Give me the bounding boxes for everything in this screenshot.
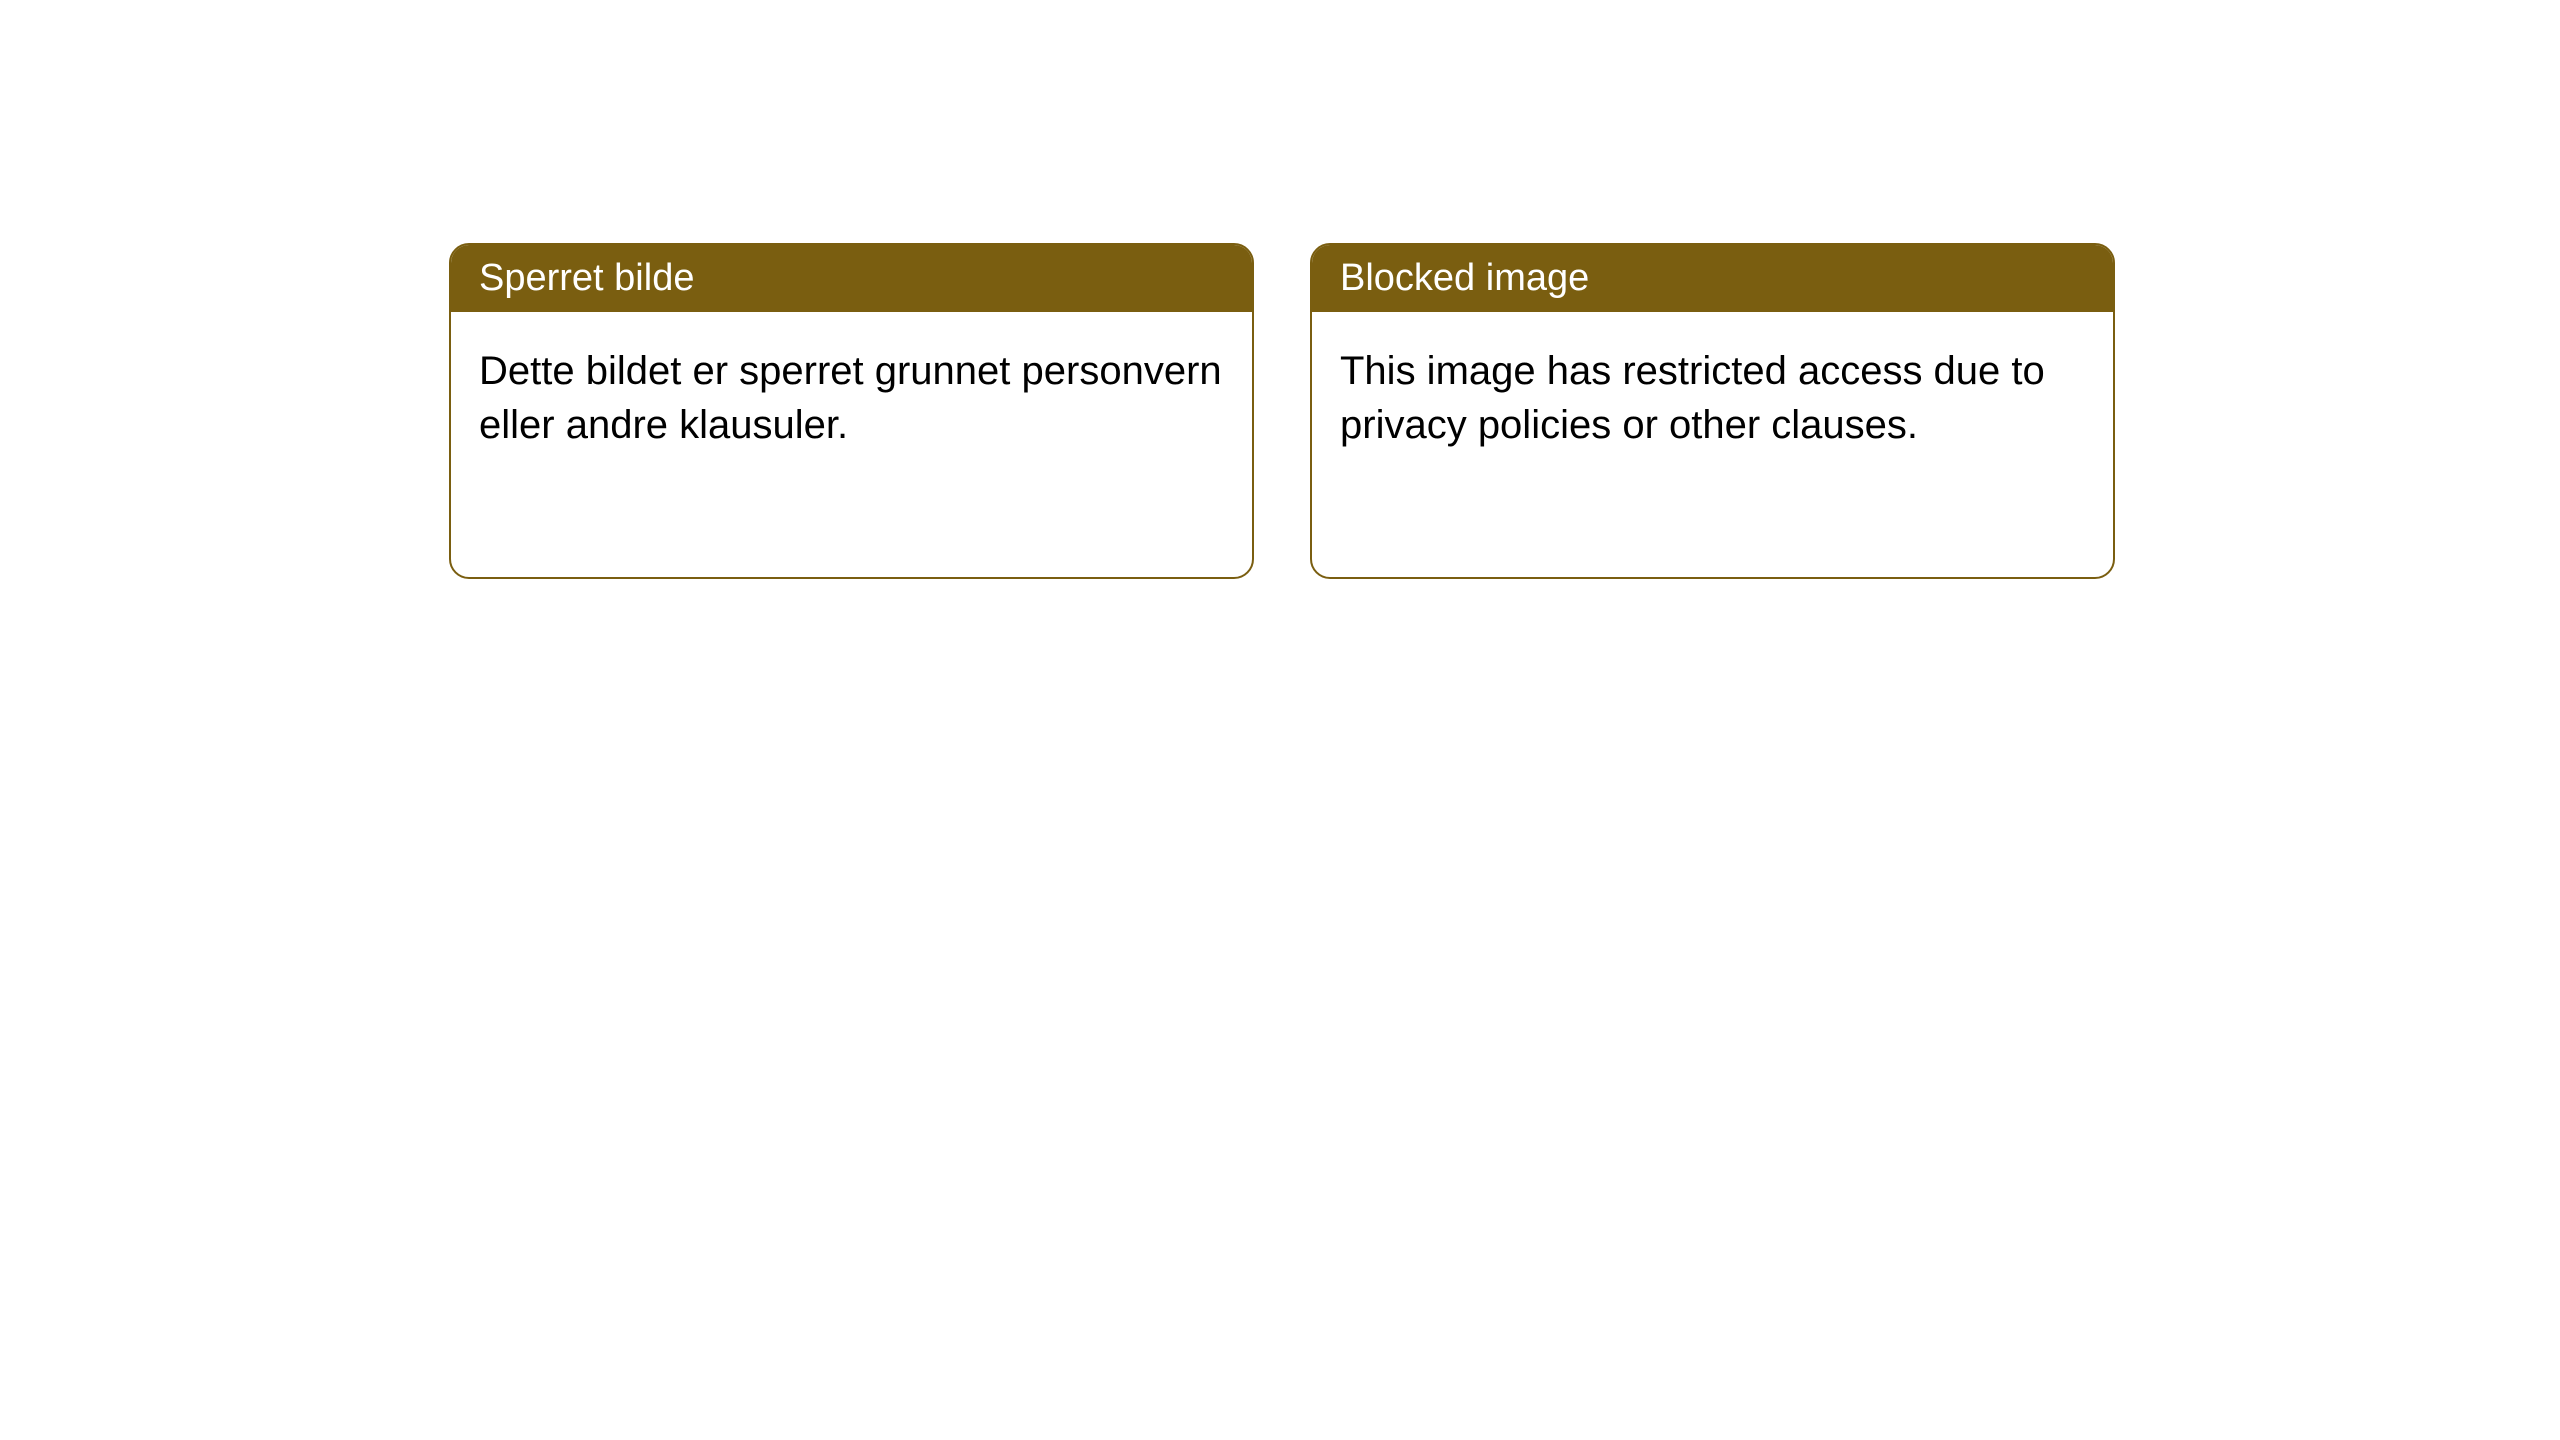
notice-card-english: Blocked image This image has restricted … bbox=[1310, 243, 2115, 579]
notice-title-english: Blocked image bbox=[1312, 245, 2113, 312]
notice-title-norwegian: Sperret bilde bbox=[451, 245, 1252, 312]
notice-body-norwegian: Dette bildet er sperret grunnet personve… bbox=[451, 312, 1252, 484]
notice-card-norwegian: Sperret bilde Dette bildet er sperret gr… bbox=[449, 243, 1254, 579]
notice-body-english: This image has restricted access due to … bbox=[1312, 312, 2113, 484]
notice-container: Sperret bilde Dette bildet er sperret gr… bbox=[449, 243, 2115, 579]
